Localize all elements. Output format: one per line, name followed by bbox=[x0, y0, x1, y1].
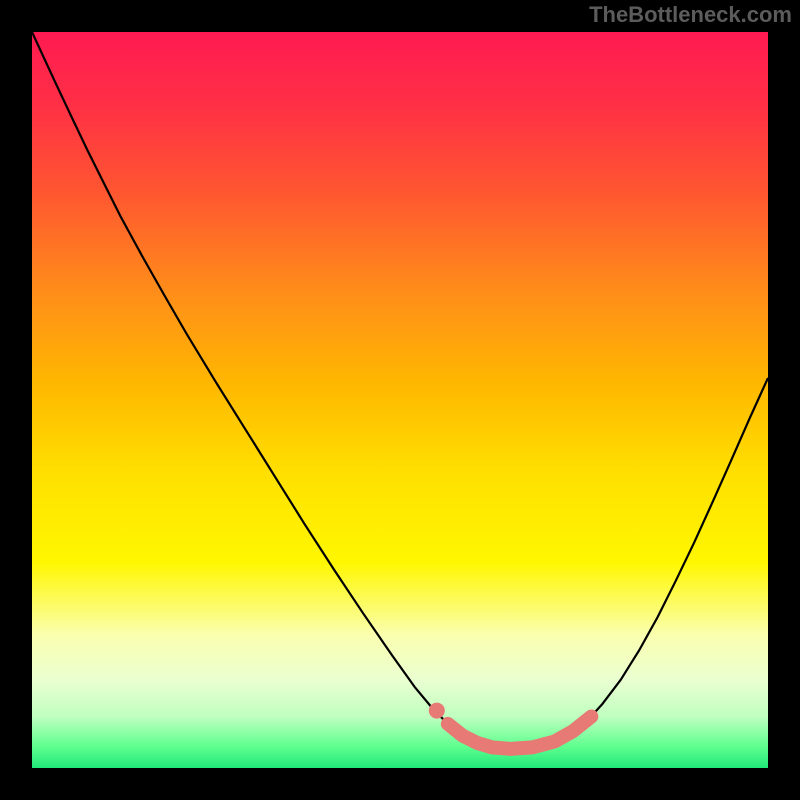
plot-background bbox=[32, 32, 768, 768]
attribution-text: TheBottleneck.com bbox=[589, 2, 792, 28]
highlight-dot bbox=[429, 703, 445, 719]
